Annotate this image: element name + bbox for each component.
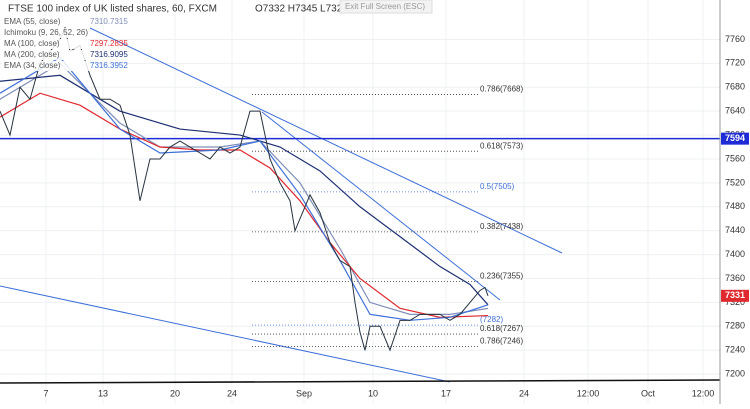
trend-line xyxy=(0,285,451,383)
y-tick-label: 7640 xyxy=(725,106,745,116)
price-axis xyxy=(720,0,750,404)
plot: 0.786(7668) 0.618(7573) 0.5(7505) 0.382(743… xyxy=(0,25,721,384)
trend-line xyxy=(0,379,721,384)
fib-label: 0.5(7505) xyxy=(480,182,515,191)
series-line xyxy=(0,92,489,318)
series-line xyxy=(0,62,489,315)
trend-line xyxy=(89,27,563,254)
y-tick-label: 7720 xyxy=(725,58,745,68)
price-tag xyxy=(721,289,749,302)
y-tick-label: 7520 xyxy=(725,177,745,187)
fib-label: (7282) xyxy=(480,315,503,324)
y-tick-label: 7760 xyxy=(725,34,745,44)
legend-box xyxy=(1,39,89,49)
fib-label: 0.786(7668) xyxy=(480,85,523,94)
y-tick-label: 7400 xyxy=(725,249,745,259)
legend-label: MA (100, close) xyxy=(4,39,60,48)
x-tick-label: 20 xyxy=(170,388,180,398)
legend-label: EMA (34, close) xyxy=(4,61,61,70)
legend-box xyxy=(1,50,89,60)
legend-box xyxy=(1,61,89,71)
legend-label: MA (200, close) xyxy=(4,50,60,59)
y-tick-label: 7360 xyxy=(725,273,745,283)
legend-value: 7316.9095 xyxy=(90,50,128,59)
legend-box xyxy=(1,17,89,27)
chart-title: FTSE 100 index of UK listed shares, 60, … xyxy=(8,4,217,15)
x-tick-label: 24 xyxy=(227,388,237,398)
fib-label: 0.786(7246) xyxy=(480,337,523,346)
trend-line xyxy=(261,111,501,301)
fib-label: 0.236(7355) xyxy=(480,272,523,281)
y-tick-label: 7280 xyxy=(725,321,745,331)
exit-button-label[interactable]: Exit Full Screen (ESC) xyxy=(345,2,425,11)
x-tick-label: 10 xyxy=(368,388,378,398)
legend-value: 7297.2835 xyxy=(90,39,128,48)
x-tick-label: 12:00 xyxy=(577,388,600,398)
x-tick-label: 17 xyxy=(441,388,451,398)
x-tick-label: 24 xyxy=(519,388,529,398)
series-line xyxy=(0,56,489,321)
price-tag xyxy=(721,132,749,145)
price-tag-label: 7331 xyxy=(725,290,745,300)
fib-label: 0.618(7573) xyxy=(480,141,523,150)
y-tick-label: 7680 xyxy=(725,82,745,92)
legend-label: Ichimoku (9, 26, 52, 26) xyxy=(4,28,88,37)
axis: 7200724072807320736074007440748075207560… xyxy=(43,34,749,398)
exit-button[interactable] xyxy=(339,0,433,14)
series-line xyxy=(0,74,489,306)
x-tick-label: 7 xyxy=(43,388,48,398)
fib-label: 0.382(7438) xyxy=(480,222,523,231)
legend-value: 7316.3952 xyxy=(90,61,128,70)
y-tick-label: 7440 xyxy=(725,225,745,235)
legend-value: 7310.7315 xyxy=(90,17,128,26)
ohlc: O7332 H7345 L7326 C7331 xyxy=(255,4,381,15)
y-tick-label: 7240 xyxy=(725,345,745,355)
legend-label: EMA (55, close) xyxy=(4,17,61,26)
y-tick-label: 7560 xyxy=(725,153,745,163)
y-tick-label: 7480 xyxy=(725,201,745,211)
price-tag-label: 7594 xyxy=(725,133,745,143)
x-tick-label: Oct xyxy=(641,388,656,398)
x-tick-label: 12:00 xyxy=(692,388,715,398)
x-tick-label: Sep xyxy=(296,388,312,398)
grid xyxy=(0,0,720,404)
y-tick-label: 7200 xyxy=(725,368,745,378)
fib-label: 0.618(7267) xyxy=(480,324,523,333)
legend-box xyxy=(1,28,89,38)
x-tick-label: 13 xyxy=(98,388,108,398)
